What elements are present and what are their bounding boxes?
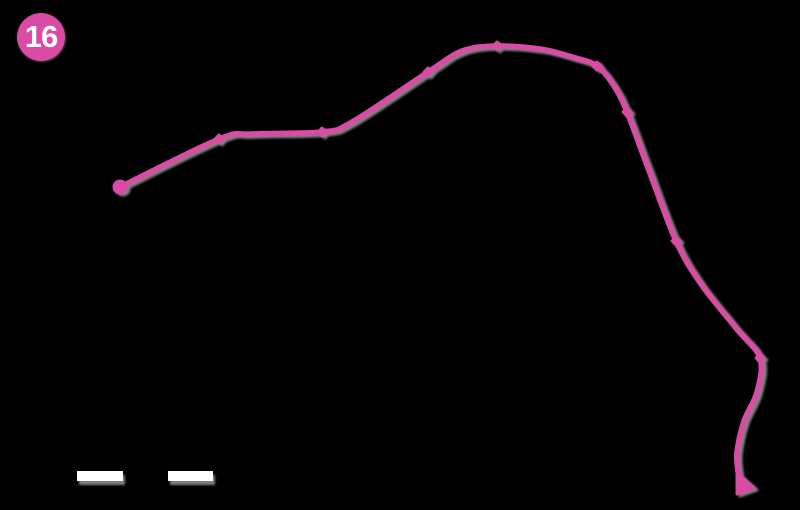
station-marker[interactable] [422, 66, 434, 78]
scale-bar-segment [77, 471, 123, 481]
line-16-badge-label: 16 [24, 18, 58, 54]
station-marker[interactable] [754, 352, 766, 364]
line-terminus-dot[interactable] [112, 179, 128, 195]
station-marker[interactable] [316, 126, 328, 138]
station-marker[interactable] [491, 40, 503, 52]
line-16-badge[interactable]: 16 [17, 13, 65, 61]
station-marker[interactable] [213, 133, 225, 145]
scale-bar-segment [168, 471, 213, 481]
metro-line-16-path[interactable] [117, 43, 765, 484]
station-marker[interactable] [670, 235, 682, 247]
station-marker[interactable] [591, 60, 603, 72]
line-end-arrow-icon [735, 471, 756, 496]
station-marker[interactable] [621, 106, 633, 118]
